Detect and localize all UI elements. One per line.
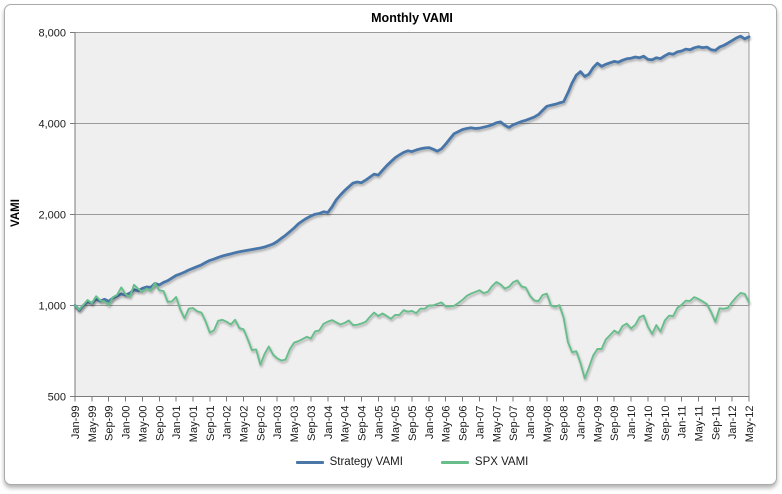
strategy-vami-line [73, 34, 751, 312]
legend-item-spx-vami[interactable]: SPX VAMI [440, 456, 529, 468]
x-tick-label: May-03 [289, 406, 301, 443]
x-tick-label: May-12 [744, 406, 756, 443]
x-tick-label: May-05 [390, 406, 402, 443]
x-tick-label: Jan-11 [677, 406, 689, 439]
x-tick-label: Sep-08 [559, 406, 571, 441]
x-tick-label: Sep-09 [609, 406, 621, 441]
x-tick-label: May-11 [693, 406, 705, 442]
x-tick-label: May-06 [441, 406, 453, 443]
x-tick-label: Sep-11 [710, 406, 722, 441]
x-tick-label: Jan-00 [121, 406, 133, 440]
x-tick-label: Sep-01 [205, 406, 217, 441]
x-tick-label: May-02 [239, 406, 251, 443]
x-tick-label: May-09 [592, 406, 604, 443]
x-tick-label: Jan-02 [222, 406, 234, 440]
x-tick-label: Jan-04 [323, 406, 335, 440]
x-tick-label: Jan-09 [576, 406, 588, 440]
y-tick-label: 1,000 [38, 301, 66, 313]
x-tick-label: May-01 [188, 406, 200, 443]
x-tick-label: Sep-04 [356, 406, 368, 441]
x-tick-label: Jan-01 [171, 406, 183, 440]
x-tick-label: Jan-08 [525, 406, 537, 440]
x-tick-label: Jan-99 [70, 406, 82, 440]
x-tick-label: Sep-06 [458, 406, 470, 441]
y-tick-label: 8,000 [38, 28, 66, 40]
x-tick-label: Jan-07 [474, 406, 486, 440]
y-tick-label: 4,000 [38, 119, 66, 131]
legend-label-spx-vami: SPX VAMI [474, 456, 529, 468]
x-tick-label: Jan-12 [727, 406, 739, 440]
x-tick-label: May-07 [491, 406, 503, 443]
x-tick-label: May-08 [542, 406, 554, 443]
legend-label-strategy-vami: Strategy VAMI [329, 456, 403, 468]
x-tick-label: Jan-05 [373, 406, 385, 440]
spx-vami-line [74, 279, 750, 380]
x-tick-label: Sep-10 [660, 406, 672, 441]
x-tick-label: May-04 [340, 406, 352, 443]
x-tick-label: May-99 [87, 406, 99, 443]
x-tick-label: Jan-03 [272, 406, 284, 440]
x-tick-label: Jan-06 [424, 406, 436, 440]
x-tick-label: Sep-99 [104, 406, 116, 441]
x-tick-label: Sep-05 [407, 406, 419, 441]
legend: Strategy VAMI SPX VAMI [75, 451, 749, 473]
y-tick-label: 500 [48, 392, 66, 404]
x-tick-label: Jan-10 [626, 406, 638, 440]
legend-item-strategy-vami[interactable]: Strategy VAMI [295, 456, 403, 468]
x-tick-label: Sep-02 [255, 406, 267, 441]
y-tick-label: 2,000 [38, 210, 66, 222]
x-tick-label: Sep-03 [306, 406, 318, 441]
chart-title: Monthly VAMI [371, 11, 453, 25]
x-tick-label: May-10 [643, 406, 655, 443]
strategy-line-swatch [295, 460, 324, 464]
x-tick-label: Sep-00 [154, 406, 166, 441]
spx-line-swatch [440, 460, 469, 464]
x-tick-label: Sep-07 [508, 406, 520, 441]
x-tick-label: May-00 [137, 406, 149, 443]
